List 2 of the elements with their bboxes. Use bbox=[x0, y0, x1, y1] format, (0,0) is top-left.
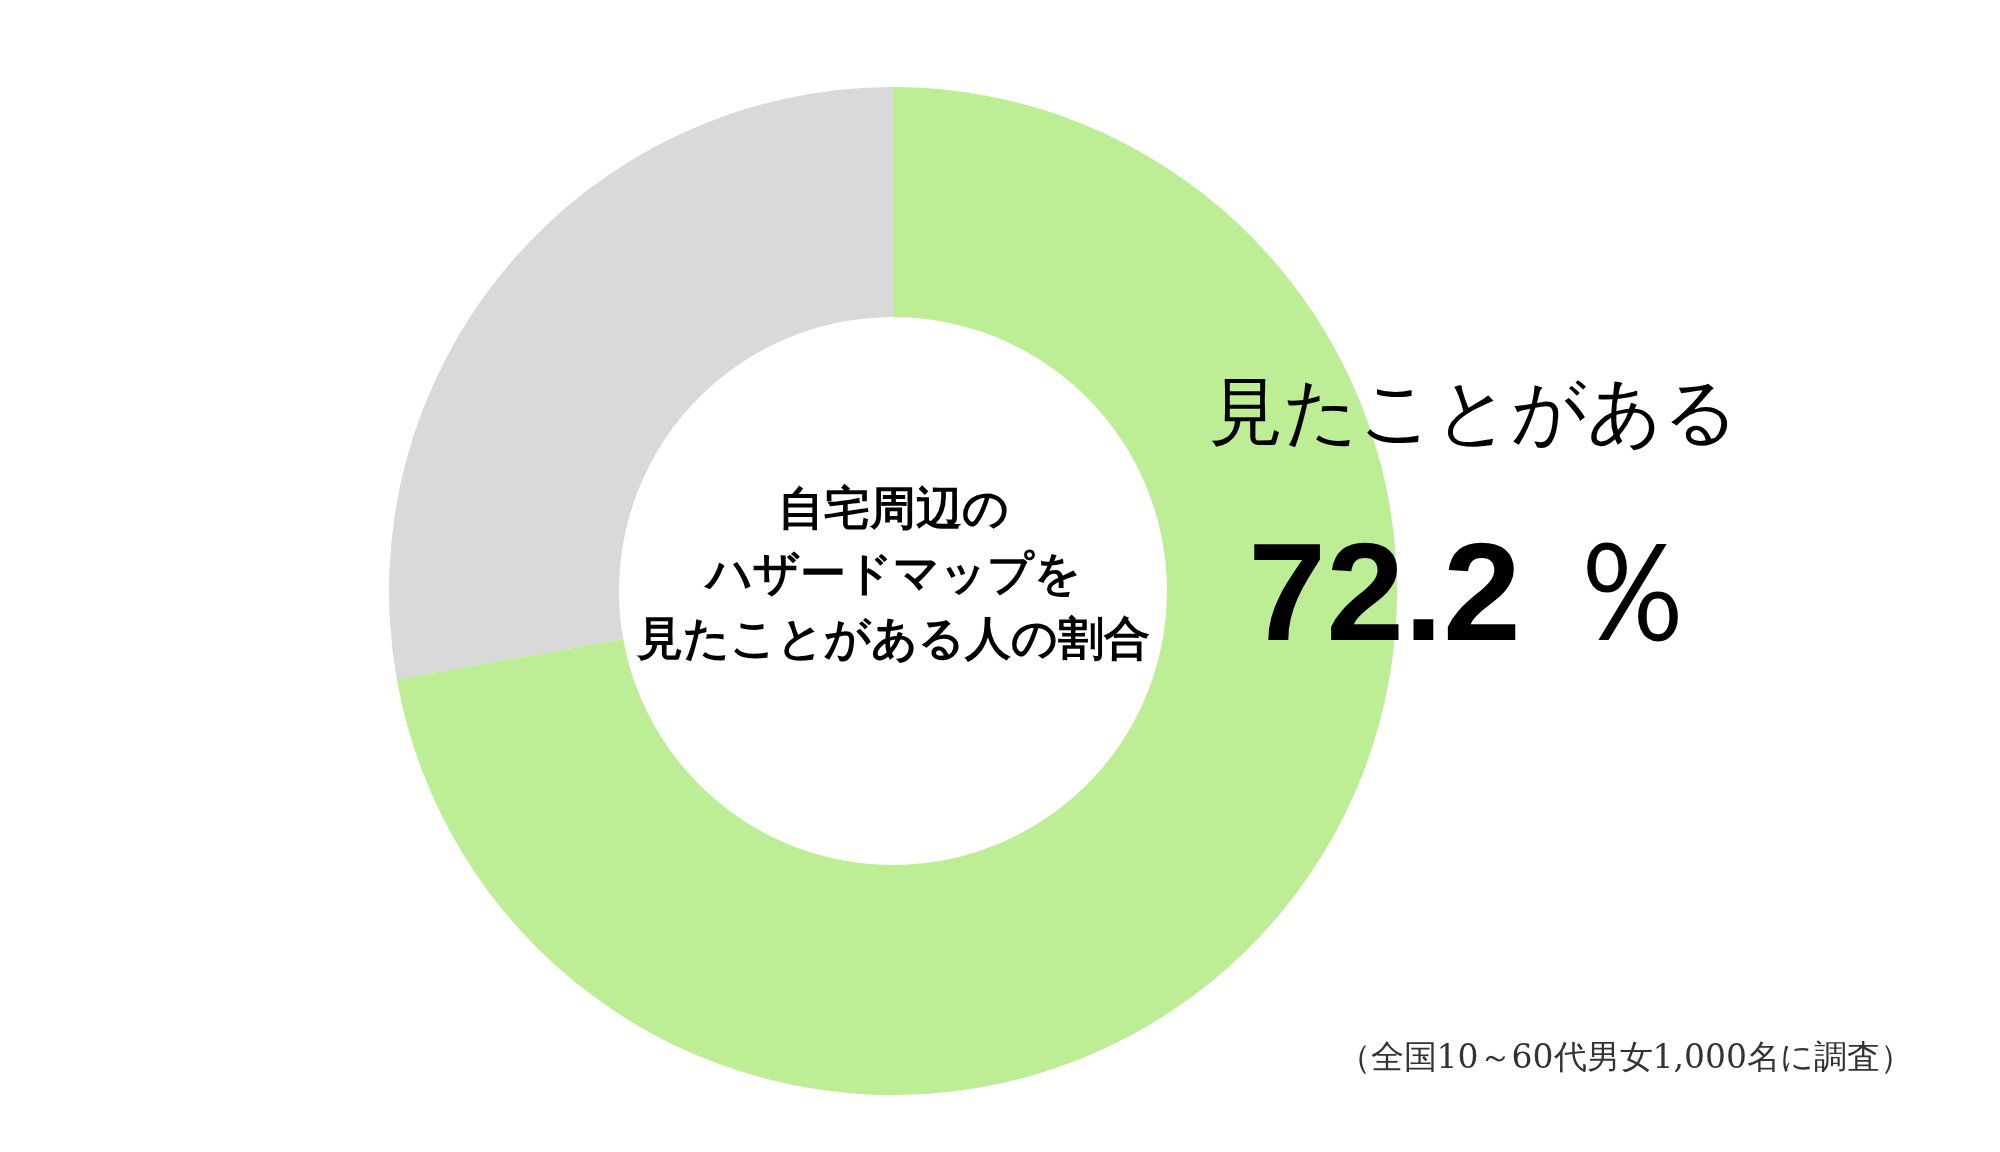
text: 自宅周辺のハザードマップを見たことがある人の割合 bbox=[635, 481, 1150, 665]
text: （全国10～60代男女1,000名に調査） bbox=[1337, 1036, 1913, 1076]
